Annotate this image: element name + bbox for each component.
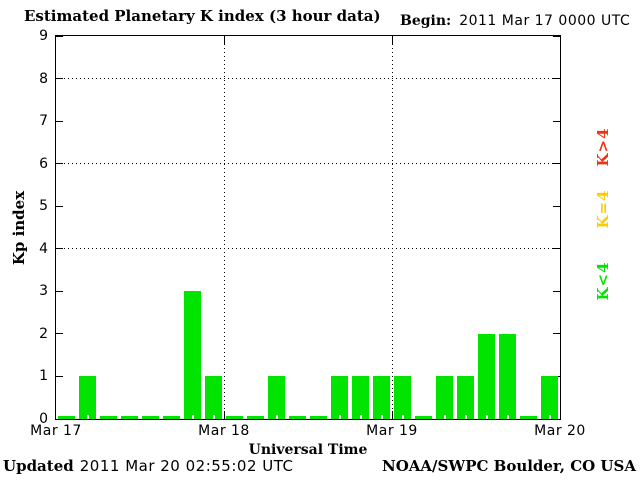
kp-bar (394, 376, 411, 419)
bar-tick-notch (401, 415, 404, 419)
y-tick-label: 5 (39, 198, 48, 215)
legend-item: K=4 (594, 189, 612, 229)
bar-tick-notch (359, 415, 362, 419)
bar-tick-notch (275, 415, 278, 419)
legend-item: K>4 (594, 127, 612, 167)
y-tick-label: 9 (39, 28, 48, 44)
kp-bar (373, 376, 390, 419)
bar-tick-notch (485, 415, 488, 419)
y-tick-label: 3 (39, 283, 48, 300)
y-tick-mark (56, 35, 63, 37)
y-tick-mark (553, 333, 560, 335)
h-gridline (56, 78, 560, 80)
kp-bar (352, 376, 369, 419)
x-tick-label: Mar 18 (198, 423, 250, 439)
y-tick-mark (56, 418, 63, 420)
updated-value: 2011 Mar 20 02:55:02 UTC (79, 457, 294, 475)
kp-bar (163, 416, 180, 419)
day-gridline (391, 36, 393, 419)
y-tick-label: 6 (39, 155, 48, 172)
begin-label: Begin: (400, 13, 452, 29)
kp-bar (289, 416, 306, 419)
kp-bar (415, 416, 432, 419)
kp-bar (310, 416, 327, 419)
y-tick-mark (56, 163, 63, 165)
y-tick-mark (553, 78, 560, 80)
x-axis-title: Universal Time (248, 442, 368, 458)
h-gridline (56, 163, 560, 165)
y-tick-label: 7 (39, 113, 48, 130)
y-tick-mark (553, 163, 560, 165)
kp-bar (331, 376, 348, 419)
y-tick-mark (56, 248, 63, 250)
day-tick-mark (223, 36, 225, 44)
bar-tick-notch (443, 415, 446, 419)
y-tick-mark (56, 205, 63, 207)
y-tick-label: 4 (39, 240, 48, 257)
x-tick-label: Mar 17 (30, 423, 82, 439)
legend-item: K<4 (594, 261, 612, 301)
bar-tick-notch (380, 415, 383, 419)
chart-title: Estimated Planetary K index (3 hour data… (24, 7, 381, 25)
kp-bar (58, 416, 75, 419)
y-tick-mark (56, 290, 63, 292)
y-tick-mark (56, 333, 63, 335)
kp-bar (268, 376, 285, 419)
kp-bar (205, 376, 222, 419)
y-tick-mark (553, 35, 560, 37)
kp-bar (184, 291, 201, 419)
updated-label: Updated (3, 457, 74, 475)
bar-tick-notch (464, 415, 467, 419)
kp-bar (79, 376, 96, 419)
begin-annotation: Begin: 2011 Mar 17 0000 UTC (400, 13, 630, 29)
y-tick-label: 8 (39, 70, 48, 87)
kp-bar (226, 416, 243, 419)
y-tick-label: 2 (39, 325, 48, 342)
kp-bar (520, 416, 537, 419)
day-tick-mark (391, 36, 393, 44)
y-tick-mark (553, 248, 560, 250)
bar-tick-notch (506, 415, 509, 419)
y-tick-mark (56, 120, 63, 122)
kp-bar (436, 376, 453, 419)
bar-tick-notch (86, 415, 89, 419)
bar-tick-notch (548, 415, 551, 419)
kp-bar (541, 376, 558, 419)
bar-tick-notch (191, 415, 194, 419)
begin-value: 2011 Mar 17 0000 UTC (459, 13, 631, 29)
x-tick-label: Mar 19 (366, 423, 418, 439)
day-tick-mark (223, 411, 225, 419)
h-gridline (56, 248, 560, 250)
y-tick-mark (553, 120, 560, 122)
y-tick-mark (553, 418, 560, 420)
kp-bar (247, 416, 264, 419)
y-tick-mark (553, 375, 560, 377)
y-tick-mark (553, 205, 560, 207)
updated-timestamp: Updated 2011 Mar 20 02:55:02 UTC (3, 457, 294, 475)
kp-bar (457, 376, 474, 419)
plot-area: Kp index Universal Time 0 1 2 3 4 5 6 7 8 9 Mar 17… (10, 28, 585, 458)
y-tick-mark (553, 290, 560, 292)
y-tick-mark (56, 78, 63, 80)
day-tick-mark (391, 411, 393, 419)
kp-bar (142, 416, 159, 419)
x-tick-label: Mar 20 (534, 423, 586, 439)
kp-bar (100, 416, 117, 419)
credit-text: NOAA/SWPC Boulder, CO USA (381, 457, 636, 475)
kp-bar (499, 333, 516, 419)
bar-tick-notch (338, 415, 341, 419)
y-tick-mark (56, 375, 63, 377)
y-tick-label: 0 (39, 411, 48, 427)
y-tick-label: 1 (39, 368, 48, 385)
kp-bar (121, 416, 138, 419)
day-gridline (223, 36, 225, 419)
bar-tick-notch (212, 415, 215, 419)
kp-bar (478, 333, 495, 419)
